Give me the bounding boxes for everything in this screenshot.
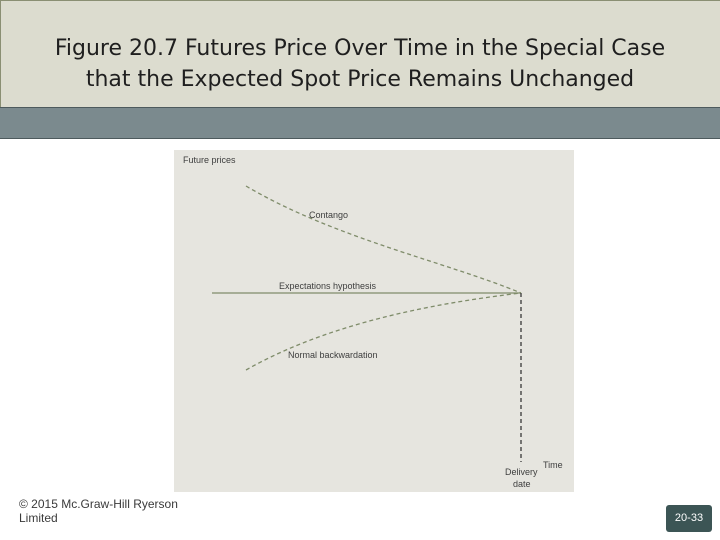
delivery-label-line2: date bbox=[513, 479, 531, 489]
y-axis-label: Future prices bbox=[183, 155, 236, 165]
contango-curve bbox=[245, 185, 522, 294]
title-band bbox=[0, 0, 720, 107]
page-number-badge: 20-33 bbox=[666, 505, 712, 532]
copyright-line-1: © 2015 Mc.Graw-Hill Ryerson bbox=[19, 497, 178, 511]
title-rule-bar bbox=[0, 107, 720, 139]
figure-panel: Future prices Contango Expectations hypo… bbox=[174, 150, 574, 492]
futures-price-diagram: Future prices Contango Expectations hypo… bbox=[183, 155, 563, 489]
x-axis-label: Time bbox=[543, 460, 563, 470]
copyright-notice: © 2015 Mc.Graw-Hill Ryerson Limited bbox=[19, 497, 189, 525]
slide-title: Figure 20.7 Futures Price Over Time in t… bbox=[54, 36, 666, 92]
copyright-line-2: Limited bbox=[19, 511, 58, 525]
expectations-hypothesis-label: Expectations hypothesis bbox=[279, 281, 377, 291]
contango-label: Contango bbox=[309, 210, 348, 220]
normal-backwardation-label: Normal backwardation bbox=[288, 350, 378, 360]
delivery-label-line1: Delivery bbox=[505, 467, 538, 477]
